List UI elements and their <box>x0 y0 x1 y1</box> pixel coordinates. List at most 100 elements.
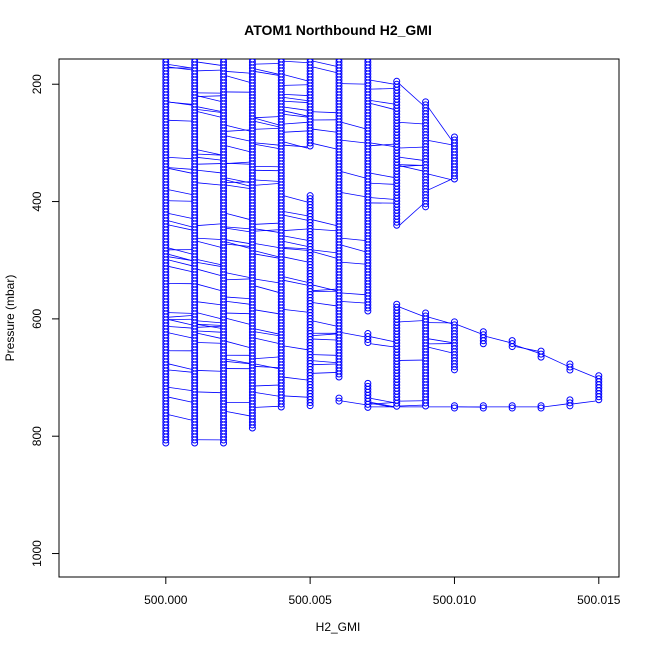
connector-segment <box>341 121 365 130</box>
connector-segment <box>370 100 394 105</box>
connector-segment <box>197 106 221 112</box>
data-point <box>508 343 516 351</box>
data-point <box>393 402 401 410</box>
connector-segment <box>168 200 192 202</box>
point-column <box>393 77 401 410</box>
connector-segment <box>543 354 568 367</box>
connector-segment <box>341 192 365 197</box>
data-point <box>450 363 458 371</box>
data-point <box>335 373 343 381</box>
point-column <box>537 347 545 412</box>
connector-segment <box>168 64 192 69</box>
data-point <box>422 399 430 407</box>
connector-segment <box>284 376 308 381</box>
connector-segment <box>168 363 192 370</box>
connector-segment <box>515 344 539 354</box>
connector-segment <box>341 332 365 338</box>
connector-segment <box>313 143 337 150</box>
connector-segment <box>255 392 279 397</box>
connector-segment <box>168 396 192 403</box>
connector-segment <box>226 179 250 187</box>
connector-segment <box>399 121 423 125</box>
data-point <box>162 439 170 447</box>
point-column <box>162 59 170 447</box>
connector-segment <box>313 333 337 337</box>
connector-segment <box>341 400 365 406</box>
connector-segment <box>255 331 279 337</box>
connector-segment <box>313 251 337 259</box>
connector-segment <box>168 332 192 339</box>
y-tick-label: 400 <box>30 191 44 211</box>
connector-segment <box>226 181 250 184</box>
connector-segment <box>284 395 308 398</box>
point-column <box>191 59 199 447</box>
data-point <box>306 142 314 150</box>
connector-segment <box>168 386 192 392</box>
data-point <box>393 218 401 226</box>
connector-segment <box>255 337 279 344</box>
connector-segment <box>284 235 308 241</box>
connector-segment <box>399 320 423 323</box>
connector-segment <box>168 266 192 273</box>
connector-segment <box>399 404 423 407</box>
data-point <box>450 366 458 374</box>
connector-segment <box>255 278 279 284</box>
connector-segment <box>399 146 423 149</box>
connector-segment <box>255 127 279 130</box>
connector-segment <box>255 143 279 149</box>
connector-segment <box>428 338 452 343</box>
connector-segment <box>370 336 394 342</box>
connector-segment <box>457 324 481 334</box>
connector-segment <box>255 285 279 293</box>
connector-segment <box>226 135 250 142</box>
data-point <box>248 424 256 432</box>
connector-segment <box>399 164 423 167</box>
connector-segment <box>284 84 308 86</box>
connector-segment <box>284 247 308 250</box>
connector-segment <box>226 318 250 325</box>
connector-segment <box>370 197 394 200</box>
data-point <box>393 221 401 229</box>
connector-segment <box>284 309 308 313</box>
data-point <box>450 402 458 410</box>
data-point <box>220 436 228 444</box>
data-point <box>566 402 574 410</box>
connector-segment <box>255 116 279 119</box>
connector-segment <box>197 237 221 240</box>
data-point <box>422 402 430 410</box>
connector-segment <box>370 397 394 403</box>
data-point <box>248 421 256 429</box>
connector-segment <box>341 171 365 179</box>
connector-segment <box>284 345 308 351</box>
data-point <box>537 404 545 412</box>
data-point <box>566 399 574 407</box>
data-point <box>335 397 343 405</box>
connector-segment <box>226 239 250 244</box>
connector-segment <box>255 228 279 233</box>
connector-segment <box>197 95 221 102</box>
connector-segment <box>284 74 308 82</box>
point-column <box>248 59 256 432</box>
connector-segment <box>370 402 394 405</box>
connector-segment <box>341 292 365 296</box>
connector-segment <box>197 61 221 66</box>
connector-segment <box>313 111 337 114</box>
connector-segment <box>197 223 221 226</box>
connector-segment <box>284 106 308 111</box>
data-point <box>566 363 574 371</box>
connector-segment <box>168 256 192 261</box>
connector-segment <box>255 142 279 146</box>
connector-segment <box>313 284 337 291</box>
connector-segment <box>399 83 423 106</box>
data-point <box>191 439 199 447</box>
point-column <box>335 59 343 405</box>
connector-segment <box>197 320 221 324</box>
y-tick-label: 800 <box>30 426 44 446</box>
connector-segment <box>197 111 221 118</box>
connector-segment <box>197 169 221 174</box>
connector-segment <box>168 213 192 219</box>
connector-segment <box>370 401 394 408</box>
connector-segment <box>428 316 452 324</box>
connector-segment <box>284 110 308 117</box>
